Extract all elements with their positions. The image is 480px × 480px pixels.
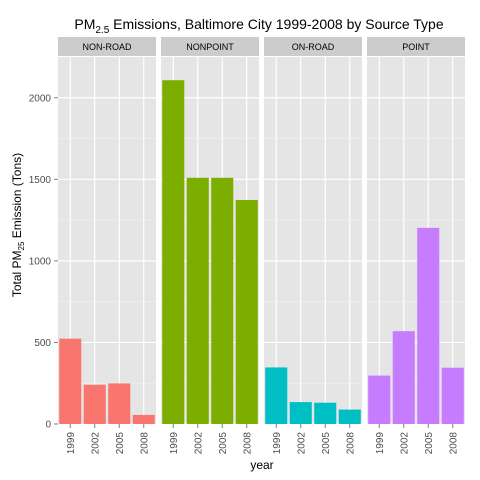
y-tick-label: 1500 [29,175,52,186]
bar [265,367,288,424]
bar [368,375,391,424]
x-tick-label: 2002 [90,432,101,455]
bar [132,414,155,424]
facet-strip [161,37,259,56]
bar [235,200,258,424]
facet-strip-label: POINT [402,42,430,52]
facet-strip [367,37,465,56]
y-axis-label-subscript: 25 [17,241,26,250]
chart-title: PM2.5 Emissions, Baltimore City 1999-200… [74,16,443,36]
facet-panels: NON-ROAD 1999 2002 2005 2008 NONPOINT 1999 2002… [58,37,465,454]
x-tick-label: 2008 [448,432,459,455]
x-axis-label: year [250,458,273,472]
y-tick-label: 2000 [29,93,52,104]
facet-strip-label: NONPOINT [186,42,234,52]
y-tick-label: 500 [34,338,51,349]
bar [59,338,82,424]
x-tick-label: 2008 [345,432,356,455]
x-tick-label: 2005 [321,432,332,455]
facet-panel: POINT 1999 2002 2005 2008 [367,37,465,454]
x-tick-label: 2008 [139,432,150,455]
x-tick-label: 2008 [242,432,253,455]
x-tick-label: 2002 [193,432,204,455]
chart-title-subscript: 2.5 [95,25,109,36]
y-axis-label: Total PM25 Emission (Tons) [10,153,26,297]
x-tick-label: 2005 [424,432,435,455]
bar [211,177,234,424]
facet-strip [58,37,156,56]
y-axis-label-suffix: Emission (Tons) [10,153,24,242]
bar [338,409,361,424]
y-tick-label: 0 [45,420,51,431]
x-tick-label: 1999 [66,432,77,455]
chart-title-suffix: Emissions, Baltimore City 1999-2008 by S… [109,16,444,32]
panel-background [367,57,465,424]
bar [441,367,464,424]
bar [314,402,337,424]
facet-strip [264,37,362,56]
bar [186,177,209,424]
bar [108,383,131,424]
bar [392,331,415,424]
facet-panel: NONPOINT 1999 2002 2005 2008 [161,37,259,454]
facet-panel: NON-ROAD 1999 2002 2005 2008 [58,37,156,454]
bar [162,80,185,424]
y-axis-label-prefix: Total PM [10,250,24,297]
x-tick-label: 1999 [272,432,283,455]
facet-strip-label: NON-ROAD [83,42,132,52]
x-tick-label: 2005 [115,432,126,455]
chart-title-prefix: PM [74,16,95,32]
x-tick-label: 1999 [375,432,386,455]
x-tick-label: 2005 [218,432,229,455]
y-axis: 0 500 1000 1500 2000 [29,93,58,431]
panel-background [264,57,362,424]
bar [289,402,312,424]
facet-panel: ON-ROAD 1999 2002 2005 2008 [264,37,362,454]
x-tick-label: 2002 [296,432,307,455]
y-tick-label: 1000 [29,256,52,267]
bar [83,384,106,424]
bar [417,227,440,424]
x-tick-label: 1999 [169,432,180,455]
facet-strip-label: ON-ROAD [292,42,335,52]
x-tick-label: 2002 [399,432,410,455]
